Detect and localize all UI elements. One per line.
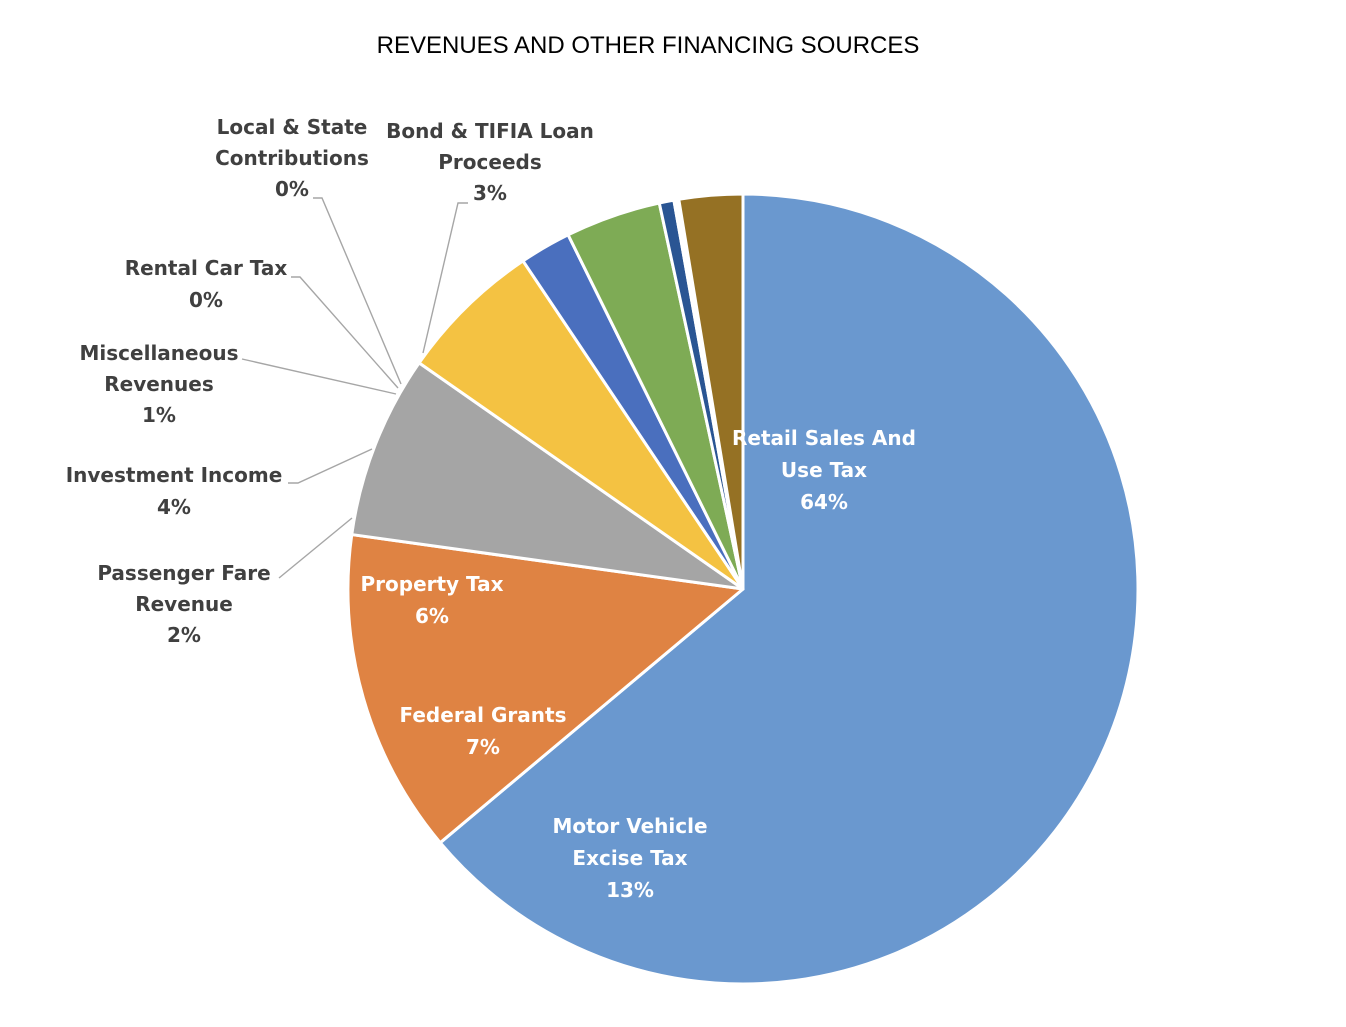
leader-line-miscellaneous-revenues <box>241 358 397 395</box>
slice-percent-label: 13% <box>606 878 654 902</box>
slice-name-label: Contributions <box>215 146 369 170</box>
leader-line-rental-car-tax <box>291 276 399 389</box>
slice-name-label: Proceeds <box>438 150 541 174</box>
pie-slice-bond-and-tifia-loan-proceeds <box>677 192 745 591</box>
pie-slice-property-tax <box>417 259 745 591</box>
slice-label-property-tax: Property Tax 6% <box>360 572 503 628</box>
slice-label-rental-car-tax: Rental Car Tax 0% <box>125 256 288 312</box>
slice-label-bond-and-tifia-loan-proceeds: Bond & TIFIA Loan Proceeds 3% <box>386 119 594 205</box>
slice-percent-label: 7% <box>466 735 500 759</box>
slice-label-retail-sales-and-use-tax: Retail Sales And Use Tax 64% <box>732 426 916 514</box>
leader-line-local-and-state-contributions <box>313 197 402 385</box>
slice-percent-label: 2% <box>167 623 201 647</box>
slice-name-label: Revenue <box>135 592 233 616</box>
slice-name-label: Property Tax <box>360 572 503 596</box>
slice-percent-label: 1% <box>142 403 176 427</box>
pie-slice-motor-vehicle-excise-tax <box>346 533 745 845</box>
slice-name-label: Use Tax <box>781 458 867 482</box>
slice-name-label: Local & State <box>217 115 368 139</box>
slice-label-local-and-state-contributions: Local & State Contributions 0% <box>215 115 369 201</box>
slice-label-passenger-fare-revenue: Passenger Fare Revenue 2% <box>97 561 270 647</box>
slice-name-label: Revenues <box>104 372 214 396</box>
slice-name-label: Miscellaneous <box>80 341 239 365</box>
slice-percent-label: 4% <box>157 495 191 519</box>
slice-name-label: Bond & TIFIA Loan <box>386 119 594 143</box>
slice-label-investment-income: Investment Income 4% <box>66 463 283 519</box>
pie-slices <box>346 192 1140 986</box>
slice-percent-label: 0% <box>189 288 223 312</box>
pie-slice-retail-sales-and-use-tax <box>438 192 1140 986</box>
slice-name-label: Investment Income <box>66 463 283 487</box>
leader-lines <box>241 197 468 579</box>
slice-label-miscellaneous-revenues: Miscellaneous Revenues 1% <box>80 341 239 427</box>
slice-label-motor-vehicle-excise-tax: Motor Vehicle Excise Tax 13% <box>552 814 707 902</box>
slice-percent-label: 0% <box>275 177 309 201</box>
slice-labels: Retail Sales And Use Tax 64% Motor Vehicle E… <box>66 115 916 902</box>
slice-label-federal-grants: Federal Grants 7% <box>400 703 567 759</box>
slice-name-label: Passenger Fare <box>97 561 270 585</box>
slice-name-label: Retail Sales And <box>732 426 916 450</box>
slice-name-label: Excise Tax <box>572 846 687 870</box>
chart-title: REVENUES AND OTHER FINANCING SOURCES <box>377 32 920 59</box>
leader-line-passenger-fare-revenue <box>278 517 353 579</box>
slice-percent-label: 64% <box>800 490 848 514</box>
slice-percent-label: 3% <box>473 181 507 205</box>
leader-line-bond-and-tifia-loan-proceeds <box>422 202 468 354</box>
slice-name-label: Federal Grants <box>400 703 567 727</box>
pie-slice-federal-grants <box>350 361 745 591</box>
slice-name-label: Motor Vehicle <box>552 814 707 838</box>
slice-percent-label: 6% <box>415 604 449 628</box>
leader-line-investment-income <box>288 448 373 484</box>
slice-name-label: Rental Car Tax <box>125 256 288 280</box>
